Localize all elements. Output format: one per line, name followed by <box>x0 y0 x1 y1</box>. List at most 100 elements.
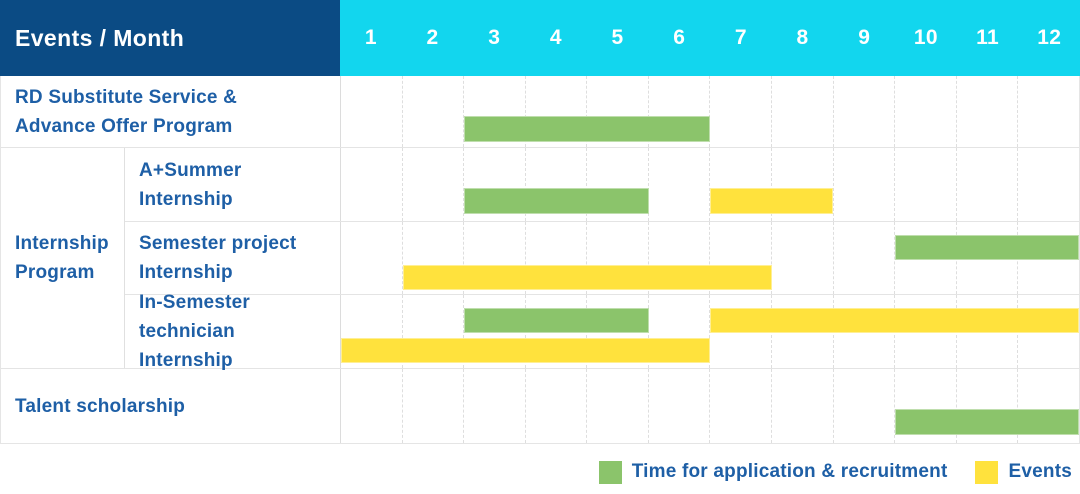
row-label-line: technician Internship <box>139 321 235 371</box>
events-color-swatch <box>975 460 999 484</box>
month-gridline <box>526 76 588 147</box>
month-gridline <box>464 369 526 443</box>
month-gridline <box>464 148 526 221</box>
month-gridline <box>957 76 1019 147</box>
month-gridline <box>710 76 773 147</box>
event-bar <box>341 338 710 363</box>
table-row-in-semester-technician: In-Semester technician Internship <box>125 292 1079 371</box>
month-label-10: 10 <box>913 26 938 49</box>
month-gridline <box>649 295 711 368</box>
group-label-internship-program: Internship Program <box>1 148 125 368</box>
month-gridline <box>341 369 403 443</box>
month-gridline <box>403 295 465 368</box>
month-gridline <box>834 76 896 147</box>
row-label-line: Advance Offer Program <box>15 115 233 137</box>
table-row-a-plus-summer: A+Summer Internship <box>125 148 1079 222</box>
month-grid <box>341 148 1079 221</box>
month-gridline <box>895 369 957 443</box>
recruitment-color-swatch <box>598 460 622 484</box>
month-gridline <box>403 369 465 443</box>
row-label-line: In-Semester <box>139 292 250 313</box>
chart-cell-a-plus-summer <box>340 148 1079 221</box>
month-gridline <box>649 369 711 443</box>
chart-cell-in-semester-technician <box>340 295 1079 368</box>
recruitment-bar <box>894 409 1079 435</box>
month-gridline <box>1018 76 1079 147</box>
table-header-row: Events / Month 1 2 3 4 5 6 7 8 9 10 11 1… <box>0 0 1080 76</box>
month-gridline <box>772 369 834 443</box>
chart-cell-talent-scholarship <box>340 369 1079 443</box>
group-block-internship-program: Internship Program A+Summer Internship S… <box>1 148 1079 371</box>
row-label-in-semester-technician: In-Semester technician Internship <box>125 292 340 371</box>
month-gridline <box>834 148 896 221</box>
month-gridline <box>895 148 957 221</box>
row-label-line: A+Summer <box>139 159 242 181</box>
group-label-line: Internship <box>15 233 109 254</box>
table-row-talent-scholarship: Talent scholarship <box>1 369 1079 443</box>
month-gridline <box>403 222 465 294</box>
chart-legend: Time for application & recruitment Event… <box>0 444 1080 494</box>
row-label-line: RD Substitute Service & <box>15 86 238 108</box>
month-gridline <box>710 222 773 294</box>
month-label-8: 8 <box>796 26 809 49</box>
month-gridline <box>341 76 403 147</box>
month-gridline <box>587 76 649 147</box>
month-gridline <box>464 76 526 147</box>
chart-cell-rd-substitute <box>340 76 1079 147</box>
row-label-rd-substitute: RD Substitute Service & Advance Offer Pr… <box>1 76 340 147</box>
month-gridline <box>710 369 773 443</box>
month-gridline <box>772 222 834 294</box>
recruitment-bar <box>464 116 710 142</box>
month-gridline <box>526 222 588 294</box>
legend-label-events: Events <box>1008 461 1072 482</box>
month-gridline <box>649 76 711 147</box>
month-label-3: 3 <box>488 26 501 49</box>
recruitment-bar <box>464 188 649 214</box>
month-gridline <box>895 76 957 147</box>
month-gridline <box>772 76 834 147</box>
event-bar <box>710 308 1079 333</box>
month-header-row: 1 2 3 4 5 6 7 8 9 10 11 12 <box>340 0 1080 76</box>
month-gridline <box>649 148 711 221</box>
month-gridline <box>587 369 649 443</box>
month-gridline <box>957 148 1019 221</box>
page-title: Events / Month <box>15 24 185 51</box>
month-grid <box>341 76 1079 147</box>
month-label-2: 2 <box>426 26 439 49</box>
month-label-9: 9 <box>858 26 871 49</box>
legend-label-recruitment: Time for application & recruitment <box>631 461 948 482</box>
row-label-line: Semester project <box>139 233 297 254</box>
month-gridline <box>526 148 588 221</box>
month-label-6: 6 <box>673 26 686 49</box>
month-gridline <box>772 148 834 221</box>
month-gridline <box>587 222 649 294</box>
month-gridline <box>587 148 649 221</box>
month-label-7: 7 <box>734 26 747 49</box>
recruitment-bar <box>894 235 1079 260</box>
month-gridline <box>403 148 465 221</box>
row-label-line: Internship <box>139 262 233 283</box>
month-grid <box>341 369 1079 443</box>
row-label-line: Internship <box>139 188 233 210</box>
month-gridline <box>341 295 403 368</box>
gantt-body: RD Substitute Service & Advance Offer Pr… <box>0 76 1080 444</box>
month-gridline <box>341 222 403 294</box>
month-gridline <box>649 222 711 294</box>
row-label-semester-project: Semester project Internship <box>125 222 340 294</box>
recruitment-bar <box>464 308 649 333</box>
row-label-line: Talent scholarship <box>15 395 186 417</box>
month-gridline <box>834 369 896 443</box>
legend-item-events: Events <box>975 460 1072 484</box>
month-label-5: 5 <box>611 26 624 49</box>
table-row-rd-substitute: RD Substitute Service & Advance Offer Pr… <box>1 76 1079 148</box>
month-gridline <box>710 148 773 221</box>
chart-cell-semester-project <box>340 222 1079 294</box>
month-gridline <box>526 369 588 443</box>
header-title-cell: Events / Month <box>0 0 340 76</box>
month-gridline <box>834 222 896 294</box>
group-rows: A+Summer Internship Semester project Int… <box>125 148 1079 371</box>
month-gridline <box>1018 148 1079 221</box>
month-gridline <box>464 222 526 294</box>
event-bar <box>710 188 833 214</box>
